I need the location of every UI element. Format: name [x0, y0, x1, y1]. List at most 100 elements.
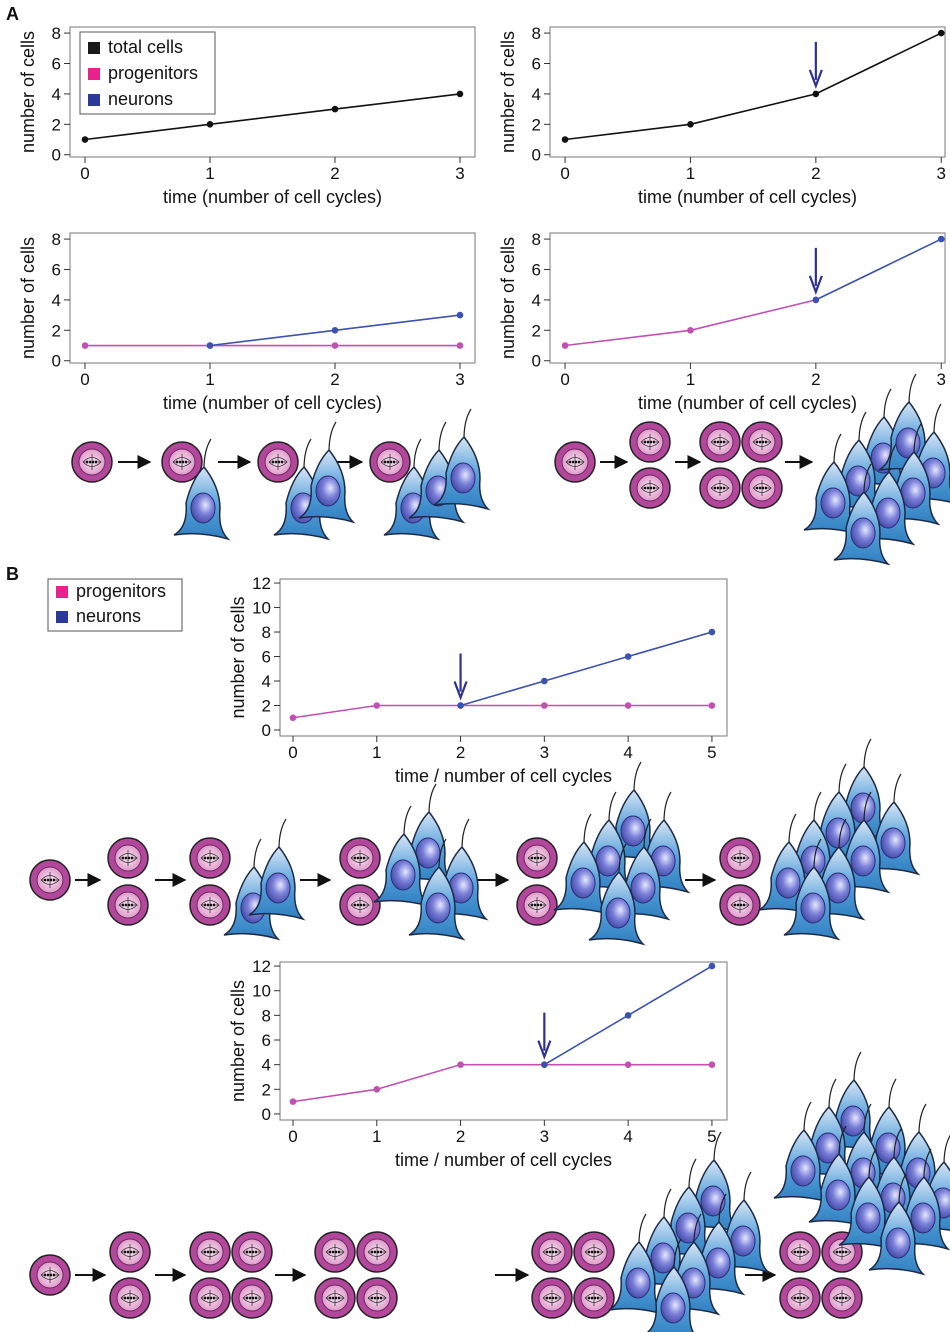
series-line [816, 239, 941, 300]
y-tick-label: 6 [262, 648, 271, 667]
x-tick-label: 2 [811, 370, 820, 389]
axon [864, 739, 871, 769]
data-point [541, 1061, 548, 1068]
annotation-arrow [455, 654, 467, 698]
axon [804, 1102, 811, 1132]
y-tick-label: 10 [252, 982, 271, 1001]
axon [884, 389, 891, 419]
progenitor-cell [315, 1278, 355, 1318]
cell-nucleus [846, 466, 870, 496]
progenitor-cell [72, 442, 112, 482]
axon [254, 839, 261, 869]
y-tick-label: 12 [252, 957, 271, 976]
data-point [687, 327, 694, 334]
x-axis-label: time / number of cell cycles [395, 766, 612, 786]
data-point [938, 236, 945, 243]
progenitor-cell [630, 468, 670, 508]
data-point [938, 30, 945, 37]
x-axis-label: time / number of cell cycles [395, 1150, 612, 1170]
x-tick-label: 1 [686, 164, 695, 183]
progenitor-cell [30, 860, 70, 900]
data-point [709, 1061, 716, 1068]
legend-label: neurons [76, 606, 141, 626]
legend-swatch [56, 611, 68, 623]
cell-nucleus [631, 873, 655, 903]
annotation-arrow [810, 248, 822, 292]
axon [404, 806, 411, 836]
data-point [687, 121, 694, 128]
cell-nucleus [621, 816, 645, 846]
axon [329, 422, 336, 452]
y-tick-label: 2 [52, 115, 61, 134]
cell-nucleus [826, 1180, 850, 1210]
axon [689, 1159, 696, 1189]
progenitor-cell [190, 885, 230, 925]
data-point [332, 327, 339, 334]
data-point [709, 963, 716, 970]
chart: 024680123time (number of cell cycles)num… [498, 230, 946, 413]
cell-nucleus [841, 1106, 865, 1136]
legend-label: progenitors [108, 63, 198, 83]
data-point [813, 91, 820, 98]
axon [919, 1104, 926, 1134]
data-point [290, 714, 297, 721]
y-tick-label: 8 [52, 230, 61, 249]
x-tick-label: 0 [560, 164, 569, 183]
axon [789, 814, 796, 844]
y-tick-label: 4 [262, 1056, 271, 1075]
cell-nucleus [851, 518, 875, 548]
cell-nucleus [701, 1186, 725, 1216]
axon [944, 1134, 950, 1164]
x-tick-label: 5 [707, 1127, 716, 1146]
cell-nucleus [316, 476, 340, 506]
x-axis-label: time (number of cell cycles) [163, 393, 382, 413]
cell-nucleus [851, 846, 875, 876]
legend-label: progenitors [76, 581, 166, 601]
x-tick-label: 1 [205, 164, 214, 183]
progenitor-cell [630, 422, 670, 462]
progenitor-cell [574, 1232, 614, 1272]
y-axis-label: number of cells [228, 596, 248, 718]
y-axis-label: number of cells [498, 31, 518, 153]
progenitor-cell [30, 1255, 70, 1295]
chart: 024681012012345time / number of cell cyc… [228, 957, 727, 1170]
series-line [565, 300, 816, 346]
y-tick-label: 4 [262, 672, 271, 691]
axon [894, 774, 901, 804]
y-axis-label: number of cells [228, 980, 248, 1102]
series-line [565, 33, 941, 139]
data-point [457, 342, 464, 349]
axon [429, 784, 436, 814]
axon [279, 819, 286, 849]
legend-swatch [88, 94, 100, 106]
legend-swatch [56, 586, 68, 598]
cell-nucleus [191, 493, 215, 523]
axon [664, 1189, 671, 1219]
x-tick-label: 0 [288, 1127, 297, 1146]
annotation-arrow [538, 1013, 550, 1057]
legend-swatch [88, 68, 100, 80]
progenitor-cell [340, 838, 380, 878]
y-tick-label: 2 [52, 321, 61, 340]
panel-label: A [6, 4, 19, 24]
axon [859, 412, 866, 442]
cell-nucleus [791, 1156, 815, 1186]
y-tick-label: 6 [532, 54, 541, 73]
y-tick-label: 0 [532, 146, 541, 165]
cell-nucleus [266, 873, 290, 903]
x-tick-label: 0 [80, 370, 89, 389]
axon [889, 1079, 896, 1109]
progenitor-cell [517, 838, 557, 878]
data-point [625, 1061, 632, 1068]
series-line [461, 632, 712, 705]
axon [304, 439, 311, 469]
y-tick-label: 8 [52, 24, 61, 43]
plot-frame [280, 579, 727, 736]
axon [854, 1052, 861, 1082]
cell-nucleus [571, 868, 595, 898]
cell-nucleus [776, 868, 800, 898]
data-point [562, 342, 569, 349]
axon [664, 792, 671, 822]
cell-nucleus [856, 1203, 880, 1233]
data-point [709, 629, 716, 636]
